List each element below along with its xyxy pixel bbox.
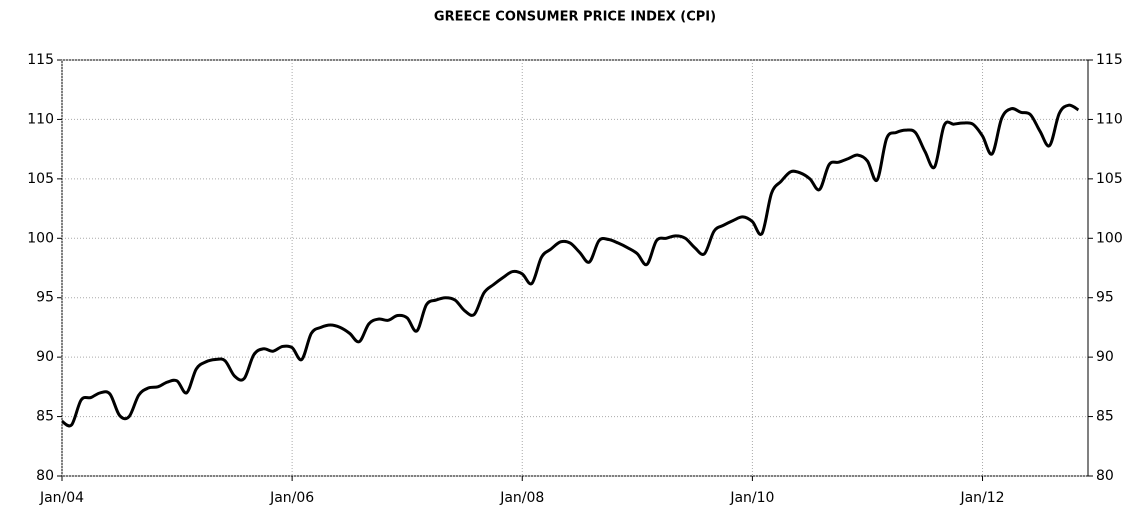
y2-tick-label: 115 xyxy=(1096,52,1123,68)
y2-tick-label: 85 xyxy=(1096,409,1114,425)
y2-tick-label: 100 xyxy=(1096,230,1123,246)
x-tick-label: Jan/10 xyxy=(729,490,774,506)
y-tick-label: 95 xyxy=(36,290,54,306)
y-tick-label: 85 xyxy=(36,409,54,425)
chart-title: GREECE CONSUMER PRICE INDEX (CPI) xyxy=(434,10,716,25)
y-tick-label: 105 xyxy=(27,171,54,187)
y-tick-label: 110 xyxy=(27,111,54,127)
y2-tick-label: 80 xyxy=(1096,468,1114,484)
y2-tick-label: 95 xyxy=(1096,290,1114,306)
y-tick-label: 115 xyxy=(27,52,54,68)
x-tick-label: Jan/08 xyxy=(499,490,544,506)
y-tick-label: 90 xyxy=(36,349,54,365)
x-tick-label: Jan/06 xyxy=(269,490,314,506)
x-tick-label: Jan/12 xyxy=(959,490,1004,506)
data-line xyxy=(61,103,1080,428)
plot-frame xyxy=(61,59,1089,477)
x-tick-label: Jan/04 xyxy=(39,490,84,506)
y-tick-label: 100 xyxy=(27,230,54,246)
y-tick-label: 80 xyxy=(36,468,54,484)
y2-tick-label: 105 xyxy=(1096,171,1123,187)
y2-tick-label: 90 xyxy=(1096,349,1114,365)
y2-tick-label: 110 xyxy=(1096,111,1123,127)
